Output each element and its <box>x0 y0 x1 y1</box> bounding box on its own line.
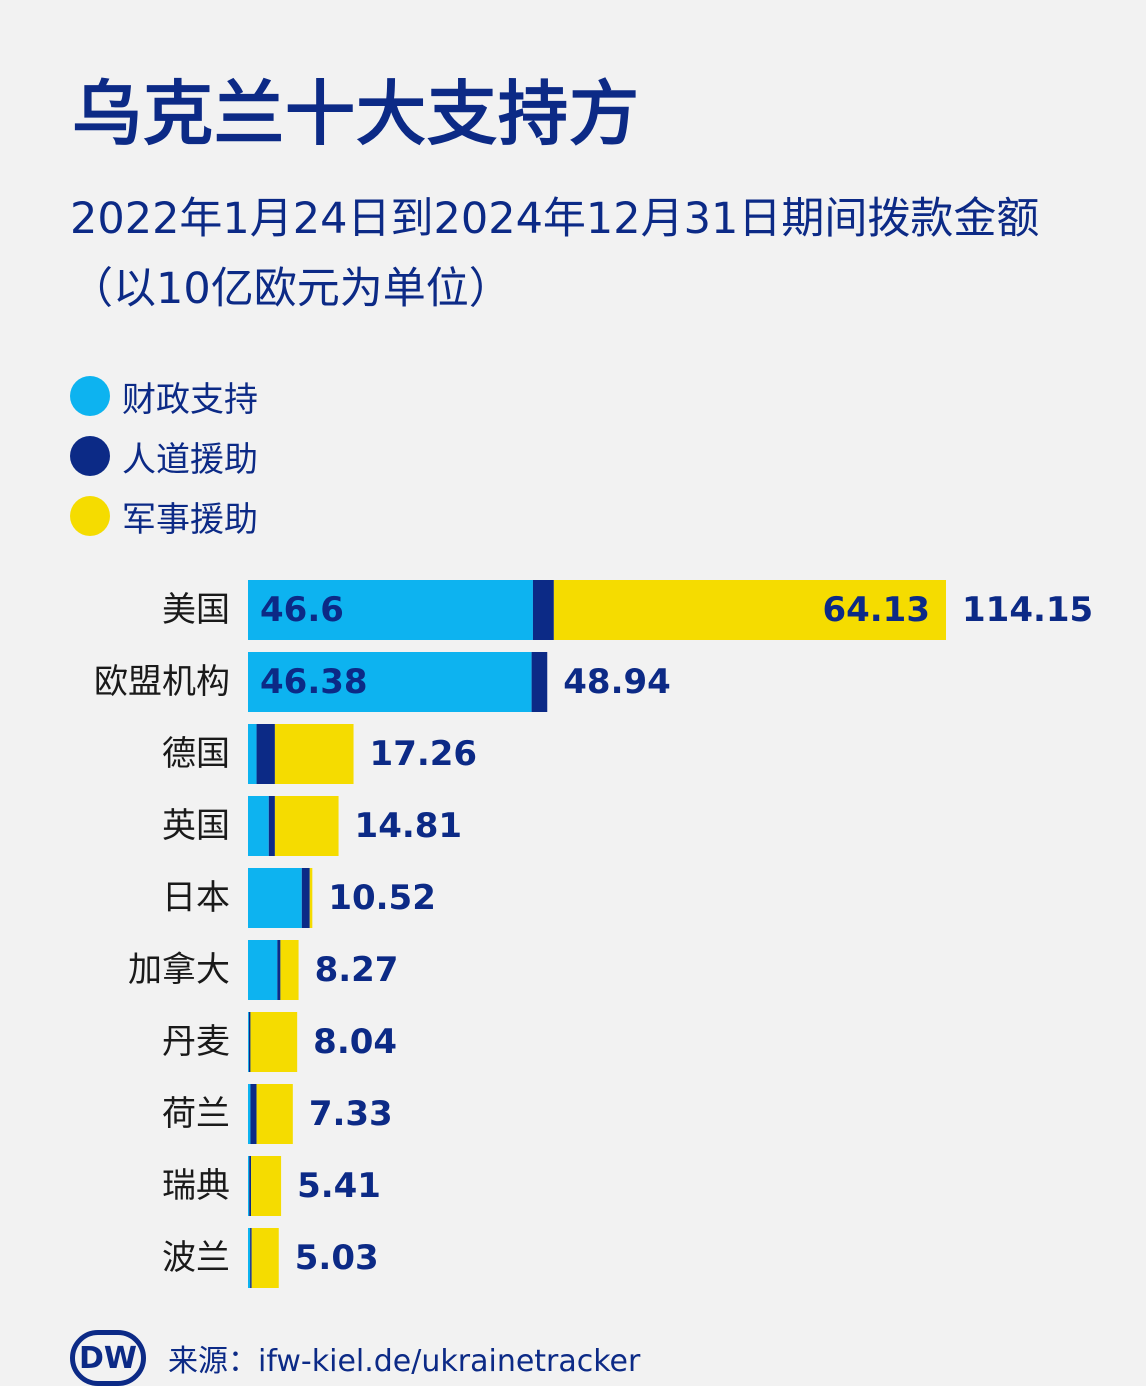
bar-segment <box>274 796 339 856</box>
total-value-label: 17.26 <box>370 734 478 774</box>
legend: 财政支持 人道援助 军事援助 <box>70 366 258 546</box>
segment-value-label: 64.13 <box>822 590 930 630</box>
bar-segment <box>268 796 275 856</box>
bar-segment <box>249 1156 252 1216</box>
legend-item-financial: 财政支持 <box>70 366 258 426</box>
chart-subtitle: 2022年1月24日到2024年12月31日期间拨款金额（以10亿欧元为单位） <box>70 194 1040 314</box>
category-label: 日本 <box>162 878 230 918</box>
bar-segment <box>532 580 554 640</box>
bar-segment <box>251 1228 279 1288</box>
bar-segment <box>256 1084 293 1144</box>
total-value-label: 5.03 <box>295 1238 379 1278</box>
bar-segment <box>301 868 310 928</box>
bar-segment <box>309 868 313 928</box>
segment-value-label: 46.6 <box>260 590 344 630</box>
bar-segment <box>250 1228 252 1288</box>
bar-segment <box>251 1156 282 1216</box>
bar-segment <box>248 1084 251 1144</box>
bar-segment <box>248 1156 250 1216</box>
category-label: 波兰 <box>162 1238 230 1278</box>
bar-segment <box>256 724 275 784</box>
bar-segment <box>250 1012 298 1072</box>
category-label: 德国 <box>162 734 230 774</box>
bar-segment <box>248 1228 251 1288</box>
bar-segment <box>250 1084 257 1144</box>
total-value-label: 7.33 <box>309 1094 393 1134</box>
legend-label-humanitarian: 人道援助 <box>122 439 258 480</box>
bar-segment <box>248 796 269 856</box>
total-value-label: 10.52 <box>328 878 436 918</box>
total-value-label: 8.04 <box>313 1022 397 1062</box>
bar-segment <box>248 652 532 712</box>
bar-segment <box>248 868 302 928</box>
category-label: 荷兰 <box>162 1094 230 1134</box>
segment-value-label: 46.38 <box>260 662 368 702</box>
category-label: 美国 <box>162 590 230 630</box>
legend-item-humanitarian: 人道援助 <box>70 426 258 486</box>
legend-dot-financial <box>70 376 110 416</box>
category-label: 欧盟机构 <box>94 662 230 702</box>
total-value-label: 8.27 <box>315 950 399 990</box>
footer: DW 来源：ifw-kiel.de/ukrainetracker <box>70 1330 640 1386</box>
legend-label-financial: 财政支持 <box>122 379 258 420</box>
total-value-label: 48.94 <box>563 662 671 702</box>
bar-segment <box>248 1012 251 1072</box>
bar-segment <box>248 1012 249 1072</box>
bar-chart: 美国 46.6 64.13 114.15 欧盟机构 46.38 48.94 德国 17.26 英国… <box>94 580 1093 1288</box>
category-label: 加拿大 <box>128 950 230 990</box>
legend-dot-military <box>70 496 110 536</box>
bar-segment <box>553 580 946 640</box>
total-value-label: 114.15 <box>962 590 1093 630</box>
total-value-label: 5.41 <box>297 1166 381 1206</box>
category-label: 瑞典 <box>162 1166 230 1206</box>
bar-segment <box>248 940 278 1000</box>
legend-dot-humanitarian <box>70 436 110 476</box>
category-label: 丹麦 <box>162 1022 230 1062</box>
source-text: 来源：ifw-kiel.de/ukrainetracker <box>168 1344 641 1379</box>
total-value-label: 14.81 <box>355 806 463 846</box>
category-label: 英国 <box>162 806 230 846</box>
dw-logo: DW <box>70 1330 146 1386</box>
bar-segment <box>248 580 533 640</box>
bar-segment <box>248 724 257 784</box>
chart-title: 乌克兰十大支持方 <box>72 73 640 155</box>
bar-segment <box>280 940 299 1000</box>
bar-segment <box>277 940 281 1000</box>
legend-item-military: 军事援助 <box>70 486 258 546</box>
legend-label-military: 军事援助 <box>122 499 258 540</box>
bar-segment <box>531 652 548 712</box>
bar-segment <box>274 724 354 784</box>
